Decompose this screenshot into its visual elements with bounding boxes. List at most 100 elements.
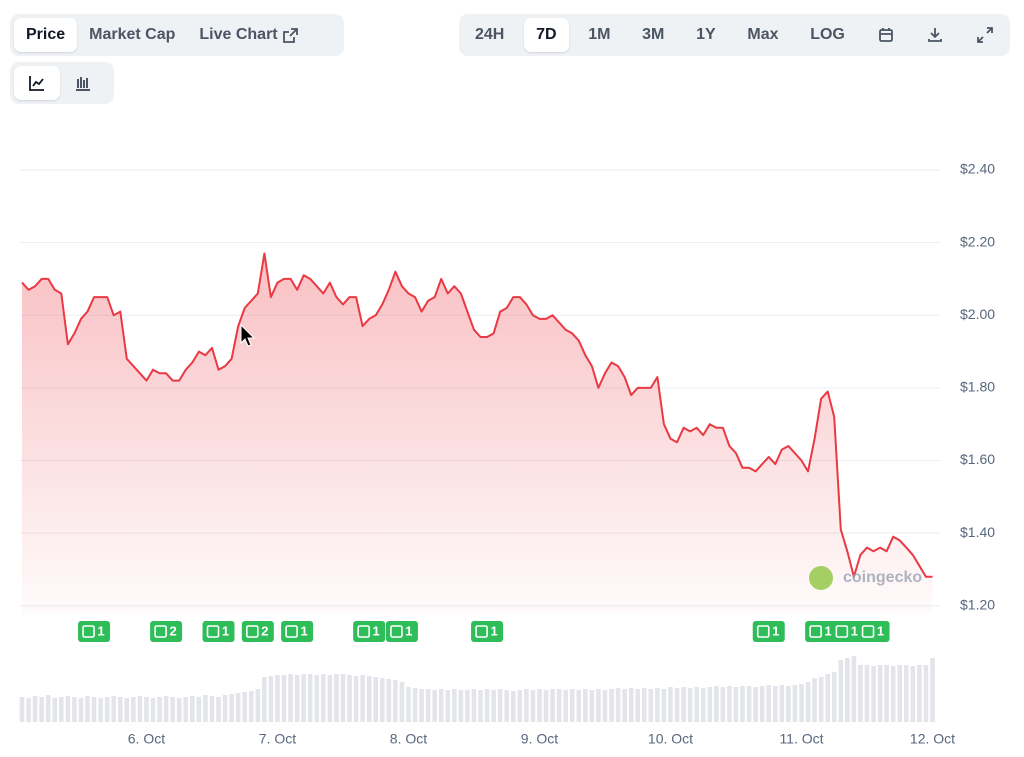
volume-bar [98, 698, 103, 722]
news-icon [246, 625, 259, 638]
news-count: 1 [772, 623, 779, 638]
volume-bar [897, 665, 903, 722]
range-tab-label: Max [747, 26, 779, 43]
volume-bar [858, 665, 863, 722]
news-icon [154, 625, 167, 638]
news-count: 1 [300, 623, 307, 638]
range-tab[interactable]: 1M [576, 18, 622, 52]
download-button[interactable] [914, 18, 956, 52]
calendar-button[interactable] [865, 18, 907, 52]
volume-bar [772, 686, 778, 722]
volume-bar [458, 690, 464, 722]
volume-bar [242, 692, 248, 722]
range-tab[interactable]: 1Y [684, 18, 728, 52]
volume-bar [183, 697, 189, 722]
x-tick-label: 12. Oct [910, 731, 955, 747]
volume-bar [700, 688, 706, 722]
volume-bar [124, 698, 130, 722]
volume-bar [890, 666, 896, 722]
volume-bar [615, 688, 621, 722]
range-tab-label: 24H [475, 26, 505, 43]
volume-bar [301, 674, 306, 722]
volume-bar [26, 698, 31, 722]
volume-bar [72, 697, 77, 722]
volume-bar [661, 689, 667, 722]
view-tab[interactable]: Live Chart [187, 18, 309, 52]
range-tab[interactable]: 24H [463, 18, 516, 52]
volume-bar [163, 696, 169, 722]
y-tick-label: $2.20 [960, 233, 995, 249]
volume-bar [19, 697, 25, 722]
volume-bar [910, 666, 916, 722]
volume-bar [438, 689, 444, 722]
view-tab[interactable]: Market Cap [77, 18, 187, 52]
volume-bar [930, 658, 935, 722]
line-chart-button[interactable] [14, 66, 60, 100]
volume-bar [641, 688, 647, 722]
news-count: 1 [97, 623, 104, 638]
volume-bar [818, 677, 824, 722]
volume-bar [393, 680, 398, 722]
volume-bar [602, 690, 608, 722]
volume-bar [157, 697, 162, 722]
volume-bar [537, 689, 542, 722]
volume-bar [209, 696, 215, 722]
fullscreen-button[interactable] [964, 18, 1006, 52]
volume-bar [720, 687, 726, 722]
chart-type-tabs [10, 62, 114, 104]
volume-bar [517, 690, 523, 722]
volume-bar [137, 696, 143, 722]
volume-bar [786, 686, 791, 722]
news-count: 1 [222, 623, 229, 638]
volume-bar [825, 674, 830, 722]
news-icon [206, 625, 220, 638]
volume-bar [268, 676, 274, 722]
volume-bar [491, 690, 496, 722]
volume-bar [52, 698, 58, 722]
volume-bar [347, 675, 352, 722]
volume-bar [635, 689, 641, 722]
volume-bar [294, 675, 300, 722]
volume-bar [275, 675, 280, 722]
range-tab-label: 7D [536, 26, 557, 43]
volume-bar [452, 689, 457, 722]
volume-bar [471, 689, 477, 722]
volume-bar [222, 695, 228, 722]
news-count: 1 [490, 623, 497, 638]
x-tick-label: 9. Oct [521, 731, 558, 747]
volume-bar [812, 678, 817, 722]
volume-bar [59, 697, 64, 722]
volume-bar [65, 696, 71, 722]
range-tab[interactable]: LOG [798, 18, 857, 52]
volume-bar [216, 697, 221, 722]
volume-bar [111, 696, 117, 722]
range-tab[interactable]: 7D [524, 18, 569, 52]
volume-bar [792, 685, 798, 722]
x-tick-label: 10. Oct [648, 731, 693, 747]
volume-bar [190, 696, 195, 722]
volume-bar [307, 674, 313, 722]
y-tick-label: $2.40 [960, 161, 995, 177]
volume-bar [831, 672, 837, 722]
range-tab[interactable]: Max [735, 18, 790, 52]
volume-bar [733, 687, 739, 722]
volume-bar [203, 695, 208, 722]
volume-bar [85, 696, 90, 722]
view-tab-label: Market Cap [89, 26, 176, 43]
news-count: 1 [877, 623, 884, 638]
volume-bar [524, 689, 529, 722]
range-tab[interactable]: 3M [630, 18, 676, 52]
volume-bar [445, 690, 451, 722]
volume-bar [262, 677, 267, 722]
volume-bar [255, 689, 261, 722]
x-tick-label: 7. Oct [259, 731, 296, 747]
volume-bar [150, 698, 156, 722]
volume-bar [45, 695, 51, 722]
view-tab[interactable]: Price [14, 18, 78, 52]
volume-bar [746, 686, 752, 722]
x-tick-label: 11. Oct [779, 731, 823, 747]
candle-chart-button[interactable] [60, 66, 106, 100]
volume-bar [753, 687, 758, 722]
volume-bar [373, 677, 379, 722]
